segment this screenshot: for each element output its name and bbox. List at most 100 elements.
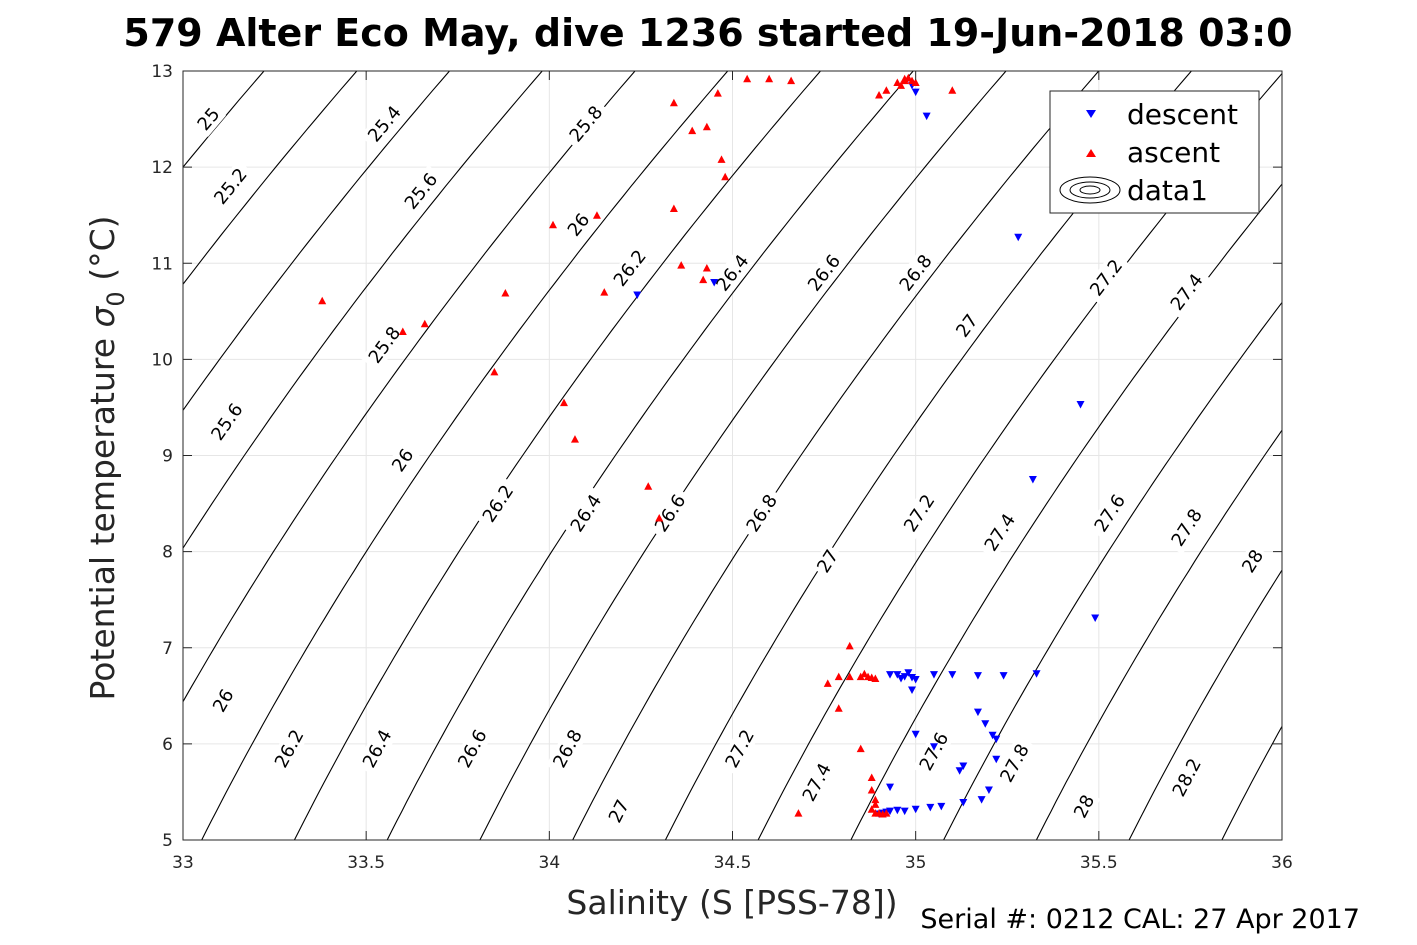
contour-label-text: 28 — [1070, 792, 1099, 822]
contour-line-9 — [386, 71, 914, 840]
ascent-point — [669, 204, 678, 212]
y-tick-label: 12 — [151, 158, 173, 178]
contour-line-5 — [183, 71, 543, 550]
density-contours — [0, 71, 1417, 840]
contour-label-text: 28 — [1238, 546, 1268, 577]
descent-point — [929, 743, 938, 751]
descent-point — [893, 806, 902, 815]
contour-label-bg — [1086, 486, 1133, 541]
contour-label-11: 27.2 — [1082, 251, 1131, 305]
descent-point — [926, 803, 935, 812]
x-tick-label: 36 — [1271, 853, 1293, 873]
ascent-point — [897, 81, 906, 89]
legend-contour-icon — [1059, 176, 1121, 204]
contour-label-bg — [360, 97, 409, 151]
ascent-point — [904, 73, 913, 82]
contour-line-19 — [1315, 71, 1417, 840]
descent-point — [710, 278, 719, 287]
y-tick-label: 9 — [162, 447, 173, 467]
contour-label-bg — [1163, 500, 1210, 555]
contour-line-14 — [850, 183, 1282, 840]
y-tick-label: 10 — [151, 350, 173, 370]
legend-descent-label: descent — [1127, 98, 1238, 131]
x-tick-label: 34.5 — [714, 853, 752, 873]
ascent-point — [699, 275, 708, 284]
contour-label-16: 26.2 — [475, 476, 521, 531]
contour-label-bg — [1067, 788, 1101, 824]
contour-label-18: 26.6 — [647, 486, 694, 541]
ascent-point — [765, 74, 774, 83]
contour-label-bg — [385, 442, 420, 479]
x-tick-label: 34 — [539, 853, 561, 873]
ascent-point — [548, 220, 557, 229]
contour-line-20 — [1407, 71, 1417, 840]
ascent-point — [911, 78, 920, 87]
contour-line-7 — [201, 71, 729, 840]
descent-point — [973, 672, 982, 680]
ascent-point — [398, 327, 407, 335]
descent-point — [1076, 401, 1085, 409]
descent-point — [1091, 614, 1100, 622]
descent-point — [929, 671, 938, 679]
legend-descent-marker — [1086, 110, 1096, 118]
contour-line-0 — [0, 71, 79, 840]
y-axis-ticks: 5 6 7 8 9 10 11 12 13 — [151, 62, 1282, 851]
contour-label-bg — [450, 721, 495, 776]
contour-line-17 — [1128, 569, 1282, 840]
ascent-point — [871, 674, 880, 683]
ascent-point — [845, 641, 854, 650]
contour-label-bg — [267, 721, 311, 776]
contour-label-bg — [1162, 265, 1211, 319]
descent-point — [977, 796, 986, 804]
descent-point — [911, 805, 920, 814]
ascent-point — [856, 744, 865, 753]
ascent-point — [834, 672, 843, 681]
contour-label-text: 26 — [209, 686, 239, 716]
descent-point — [973, 708, 982, 717]
y-tick-label: 5 — [162, 831, 173, 851]
contour-line-8 — [293, 71, 821, 840]
descent-point — [633, 291, 642, 299]
ascent-point — [713, 89, 722, 97]
contour-label-25: 28 — [1235, 543, 1270, 579]
x-axis-ticks: 33 33.5 34 34.5 35 35.5 36 — [172, 71, 1293, 873]
descent-point — [1014, 233, 1023, 242]
ascent-point — [490, 367, 499, 376]
contour-label-bg — [977, 505, 1023, 560]
contour-line-6 — [183, 71, 636, 703]
ascent-point — [871, 800, 880, 808]
contour-label-bg — [891, 246, 940, 300]
contour-label-bg — [708, 246, 757, 300]
contour-label-15: 26 — [385, 442, 420, 479]
contour-label-26: 26 — [206, 682, 240, 719]
contour-line-10 — [479, 71, 1007, 840]
ascent-point — [600, 288, 609, 296]
ascent-point — [702, 122, 711, 131]
contour-label-31: 27 — [602, 793, 636, 829]
y-axis-label-unit: (°C) — [83, 216, 122, 292]
ascent-point — [845, 672, 854, 681]
x-tick-label: 33.5 — [347, 853, 385, 873]
descent-point — [959, 799, 968, 807]
contour-label-text: 26 — [564, 210, 595, 241]
descent-point — [992, 755, 1001, 764]
x-tick-label: 35 — [905, 853, 927, 873]
contour-label-bg — [605, 241, 654, 295]
ascent-point — [893, 78, 902, 87]
descent-point — [981, 720, 990, 728]
y-tick-label: 13 — [151, 62, 173, 82]
contour-label-bg — [396, 164, 446, 218]
ascent-point — [823, 679, 832, 687]
ascent-point — [867, 773, 876, 782]
y-axis-label-subscript: 0 — [102, 291, 130, 306]
ascent-point — [867, 805, 876, 813]
contour-label-bg — [360, 318, 409, 372]
ascent-point — [882, 809, 891, 817]
contour-label-32: 27.2 — [718, 721, 762, 776]
contour-label-30: 26.8 — [545, 721, 590, 776]
x-tick-label: 33 — [172, 853, 194, 873]
legend-box — [1049, 90, 1260, 214]
contour-line-16 — [1035, 429, 1282, 840]
ascent-point — [318, 296, 327, 305]
